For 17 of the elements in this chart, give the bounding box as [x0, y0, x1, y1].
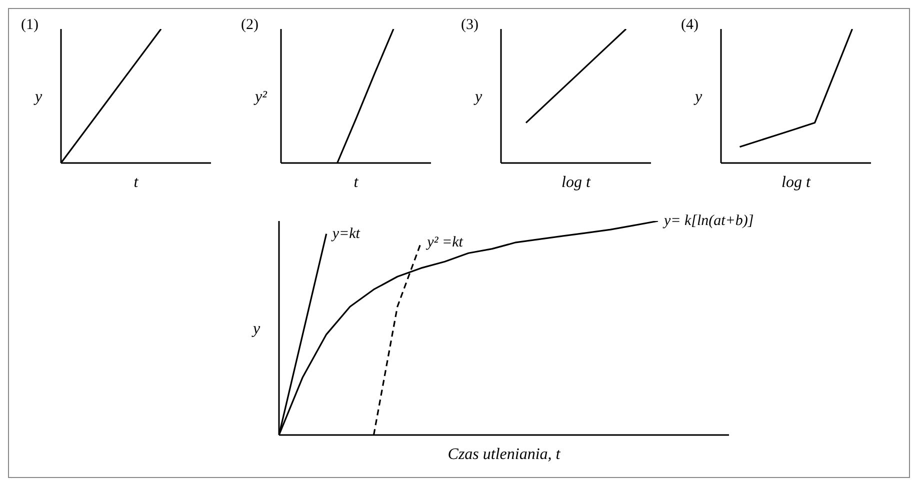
series-label: y= k[ln(at+b)] — [662, 213, 754, 229]
y-axis-title: y — [33, 88, 43, 106]
chart-title: (3) — [461, 17, 478, 34]
y-axis-title: y² — [253, 88, 268, 106]
y-axis-title: y — [693, 88, 703, 106]
x-axis-title: t — [134, 174, 139, 191]
x-axis-title: log t — [562, 174, 591, 191]
series-label: y² =kt — [425, 234, 464, 250]
y-axis-title: y — [251, 320, 261, 338]
x-axis-title: t — [354, 174, 359, 191]
x-axis-title: log t — [782, 174, 811, 191]
chart-title: (4) — [681, 17, 698, 34]
chart-title: (1) — [21, 17, 38, 34]
x-axis-title: Czas utleniania, t — [448, 446, 561, 463]
chart-title: (2) — [241, 17, 258, 34]
y-axis-title: y — [473, 88, 483, 106]
series-label: y=kt — [330, 226, 361, 242]
